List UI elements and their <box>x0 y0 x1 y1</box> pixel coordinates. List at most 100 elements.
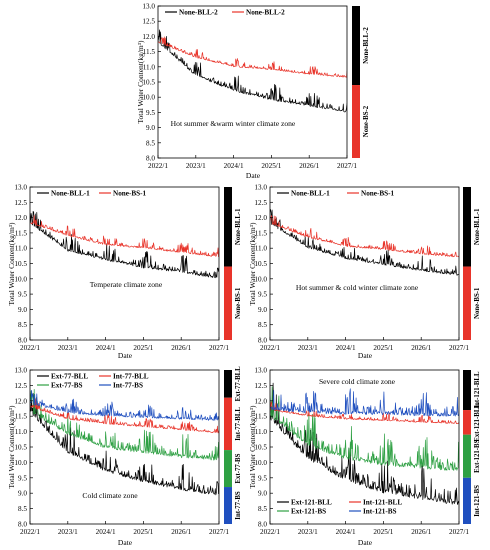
y-tick-label: 10.0 <box>254 459 267 467</box>
legend-label: None-BLL-1 <box>291 190 330 198</box>
x-tick-label: 2025/1 <box>373 528 393 536</box>
x-tick-label: 2026/1 <box>411 344 431 352</box>
chart-hc: 8.0 8.5 9.0 9.5 10.0 10.5 11.0 11.5 12.0 12.5 13.0… <box>248 184 481 361</box>
side-bar-label: Int-77-BLL <box>235 407 242 441</box>
y-axis-label: Total Water Content(kg/m³) <box>248 405 257 489</box>
series-line-Int-121-BS <box>270 388 459 417</box>
legend-label: Ext-77-BLL <box>51 373 88 381</box>
legend-label: Ext-121-BS <box>291 508 326 516</box>
series-line-None-BLL-1 <box>30 210 219 279</box>
side-bar-segment <box>224 487 232 524</box>
x-tick-label: 2026/1 <box>299 162 319 170</box>
series-group <box>158 29 347 113</box>
side-bar-label: None-BLL-1 <box>474 208 481 245</box>
y-tick-label: 11.5 <box>15 413 28 421</box>
x-axis-label: Date <box>118 351 133 360</box>
x-tick-label: 2023/1 <box>58 344 78 352</box>
y-tick-label: 8.0 <box>258 521 267 529</box>
y-tick-label: 10.5 <box>254 444 267 452</box>
chart-cold: 8.0 8.5 9.0 9.5 10.0 10.5 11.0 11.5 12.0 12.5 13.0… <box>7 366 242 547</box>
side-bar-label: None-BLL-2 <box>363 27 370 64</box>
side-bar-segment <box>463 266 471 340</box>
y-tick-label: 8.5 <box>18 505 27 513</box>
side-bar-segment <box>463 187 471 267</box>
y-tick-label: 9.0 <box>258 490 267 498</box>
x-axis-label: Date <box>358 351 373 360</box>
series-line-Ext-77-BLL <box>30 393 219 496</box>
side-bar-label: Ext-121-BLL <box>474 403 481 442</box>
series-line-Int-121-BLL <box>270 401 459 424</box>
series-line-None-BLL-2 <box>158 29 347 113</box>
side-bar-label: None-BS-1 <box>235 287 242 319</box>
x-tick-label: 2022/1 <box>260 344 280 352</box>
y-tick-label: 9.0 <box>18 306 27 314</box>
y-tick-label: 12.0 <box>14 397 27 405</box>
chart-severe: 8.0 8.5 9.0 9.5 10.0 10.5 11.0 11.5 12.0 12.5 13.0… <box>248 367 481 548</box>
side-bar-segment <box>463 477 471 524</box>
x-tick-label: 2023/1 <box>298 528 318 536</box>
x-tick-label: 2024/1 <box>336 344 356 352</box>
chart-temp: 8.0 8.5 9.0 9.5 10.0 10.5 11.0 11.5 12.0 12.5 13.0… <box>7 184 242 361</box>
plot-frame <box>157 5 348 159</box>
y-tick-label: 12.5 <box>14 199 27 207</box>
y-tick-label: 13.0 <box>254 367 267 375</box>
y-axis-label: Total Water Content(kg/m³) <box>248 222 257 306</box>
y-tick-label: 8.0 <box>18 521 27 529</box>
legend-label: None-BS-1 <box>113 190 147 198</box>
y-tick-label: 12.0 <box>14 214 27 222</box>
series-line-None-BS-2 <box>158 36 347 78</box>
series-line-Ext-77-BS <box>30 388 219 461</box>
y-axis-label: Total Water Content(kg/m³) <box>7 222 16 306</box>
side-bar-label: Int-77-BS <box>235 491 242 520</box>
y-tick-label: 8.5 <box>258 505 267 513</box>
series-line-None-BS-1 <box>30 215 219 257</box>
y-tick-label: 10.0 <box>254 275 267 283</box>
y-tick-label: 9.5 <box>258 291 267 299</box>
plot-frame <box>29 186 220 341</box>
x-tick-label: 2022/1 <box>260 528 280 536</box>
y-tick-label: 8.5 <box>258 321 267 329</box>
y-axis-label: Total Water Content(kg/m³) <box>136 40 145 124</box>
side-bar-label: None-BLL-1 <box>235 208 242 245</box>
x-tick-label: 2025/1 <box>373 344 393 352</box>
y-tick-label: 10.5 <box>14 260 27 268</box>
y-tick-label: 11.5 <box>255 229 268 237</box>
chart-hs: 8.0 8.5 9.0 9.5 10.0 10.5 11.0 11.5 12.0 12.5 13.0… <box>136 3 370 181</box>
x-tick-label: 2022/1 <box>148 162 168 170</box>
x-tick-label: 2023/1 <box>58 528 78 536</box>
y-axis-label: Total Water Content(kg/m³) <box>7 405 16 489</box>
y-tick-label: 9.5 <box>18 474 27 482</box>
legend-label: Int-77-BLL <box>113 373 149 381</box>
x-tick-label: 2024/1 <box>224 162 244 170</box>
zone-annotation: Hot summer &warm winter climate zone <box>171 119 296 128</box>
y-tick-label: 11.5 <box>143 48 156 56</box>
x-tick-label: 2024/1 <box>96 344 116 352</box>
y-tick-label: 13.0 <box>254 184 267 192</box>
side-bar-segment <box>463 370 471 411</box>
y-tick-label: 10.0 <box>142 94 155 102</box>
x-tick-label: 2023/1 <box>298 344 318 352</box>
x-tick-label: 2027/1 <box>449 344 469 352</box>
zone-annotation: Temperate climate zone <box>90 280 163 289</box>
legend-label: Ext-121-BLL <box>291 499 332 507</box>
y-tick-label: 10.0 <box>14 459 27 467</box>
y-tick-label: 11.0 <box>143 63 156 71</box>
side-bar-label: Int-121-BLL <box>474 371 481 408</box>
x-tick-label: 2027/1 <box>337 162 357 170</box>
y-tick-label: 9.5 <box>146 109 155 117</box>
x-axis-label: Date <box>118 538 133 547</box>
side-bar-label: None-BS-1 <box>474 287 481 319</box>
y-tick-label: 13.0 <box>14 367 27 375</box>
y-tick-label: 13.0 <box>142 3 155 11</box>
zone-annotation: Hot summer & cold winter climate zone <box>296 283 419 292</box>
y-tick-label: 12.0 <box>142 33 155 41</box>
legend-label: None-BLL-2 <box>179 9 218 17</box>
y-tick-label: 10.5 <box>142 79 155 87</box>
side-bar-segment <box>224 370 232 398</box>
side-bar-label: None-BS-2 <box>363 105 370 137</box>
y-tick-label: 11.5 <box>15 229 28 237</box>
side-bar-label: Ext-77-BLL <box>235 366 242 402</box>
side-bar-segment <box>463 434 471 478</box>
x-tick-label: 2027/1 <box>209 344 229 352</box>
y-tick-label: 9.5 <box>258 474 267 482</box>
